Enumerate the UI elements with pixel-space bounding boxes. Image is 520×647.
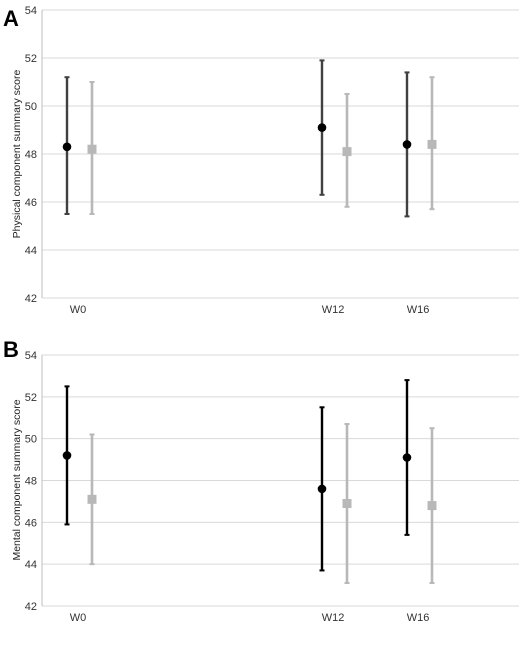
y-tick-label: 52 (25, 53, 37, 65)
y-tick-label: 42 (25, 293, 37, 305)
data-point-square (87, 494, 97, 504)
data-point-circle (402, 140, 412, 149)
y-axis-title: Physical component summary score (11, 70, 23, 239)
x-tick-label: W0 (70, 612, 87, 624)
y-tick-label: 52 (25, 392, 37, 404)
data-point-square (427, 139, 437, 149)
data-point-square (342, 147, 352, 157)
series-1 (62, 59, 412, 218)
x-tick-label: W16 (407, 304, 430, 316)
data-point-square (427, 501, 437, 511)
chart-panel-a: 42 44 46 48 50 52 54 A Physical component summar… (3, 5, 519, 316)
y-tick-label: 54 (25, 5, 37, 17)
data-point-circle (317, 123, 327, 132)
y-tick-label: 50 (25, 434, 37, 446)
data-point-circle (402, 453, 412, 462)
data-point-circle (62, 451, 72, 460)
data-point-square (342, 499, 352, 509)
panel-label: A (3, 6, 19, 31)
y-tick-label: 50 (25, 101, 37, 113)
data-point-square (87, 144, 97, 154)
x-tick-label: W12 (322, 612, 345, 624)
y-tick-label: 44 (25, 245, 37, 257)
x-tick-label: W12 (322, 304, 345, 316)
y-tick-label: 48 (25, 149, 37, 161)
y-tick-label: 54 (25, 350, 37, 362)
y-tick-label: 48 (25, 476, 37, 488)
y-axis-title: Mental component summary score (11, 399, 23, 560)
chart-panel-b: 42 44 46 48 50 52 54 B Mental component summary … (3, 337, 519, 624)
y-tick-label: 46 (25, 197, 37, 209)
series-2 (87, 76, 437, 215)
series-2 (87, 423, 437, 584)
data-point-circle (62, 142, 72, 152)
x-tick-label: W0 (70, 304, 87, 316)
series-1 (62, 379, 412, 572)
panel-label: B (3, 337, 19, 362)
y-tick-label: 46 (25, 517, 37, 529)
y-tick-label: 44 (25, 559, 37, 571)
x-tick-label: W16 (407, 612, 430, 624)
data-point-circle (317, 484, 327, 494)
y-tick-label: 42 (25, 601, 37, 613)
